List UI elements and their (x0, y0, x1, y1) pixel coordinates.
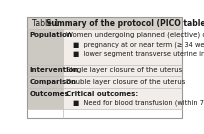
Text: Comparison: Comparison (29, 79, 76, 85)
Bar (63, 29, 182, 65)
Text: Critical outcomes:: Critical outcomes: (66, 91, 139, 97)
Bar (27, 76, 63, 88)
Bar (63, 76, 182, 88)
Text: ■  Need for blood transfusion (within 7 days of oper: ■ Need for blood transfusion (within 7 d… (73, 100, 204, 106)
Text: Outcomes: Outcomes (29, 91, 69, 97)
Text: ■  pregnancy at or near term (≥ 34 weeks): ■ pregnancy at or near term (≥ 34 weeks) (73, 41, 204, 48)
Text: Double layer closure of the uterus: Double layer closure of the uterus (66, 79, 186, 85)
Bar (27, 65, 63, 76)
Text: Table 1: Table 1 (32, 19, 59, 28)
Bar (63, 65, 182, 76)
Text: ■  lower segment transverse uterine incision: ■ lower segment transverse uterine incis… (73, 51, 204, 57)
Bar (27, 29, 63, 65)
Text: Intervention: Intervention (29, 67, 79, 73)
Bar (27, 88, 63, 109)
Bar (27, 17, 182, 29)
Text: Population: Population (29, 32, 72, 38)
Text: Women undergoing planned (elective) or unplanned (em: Women undergoing planned (elective) or u… (66, 32, 204, 38)
Text: Single layer closure of the uterus: Single layer closure of the uterus (66, 67, 183, 73)
Bar (63, 88, 182, 109)
Text: Summary of the protocol (PICO table): Summary of the protocol (PICO table) (46, 19, 204, 28)
